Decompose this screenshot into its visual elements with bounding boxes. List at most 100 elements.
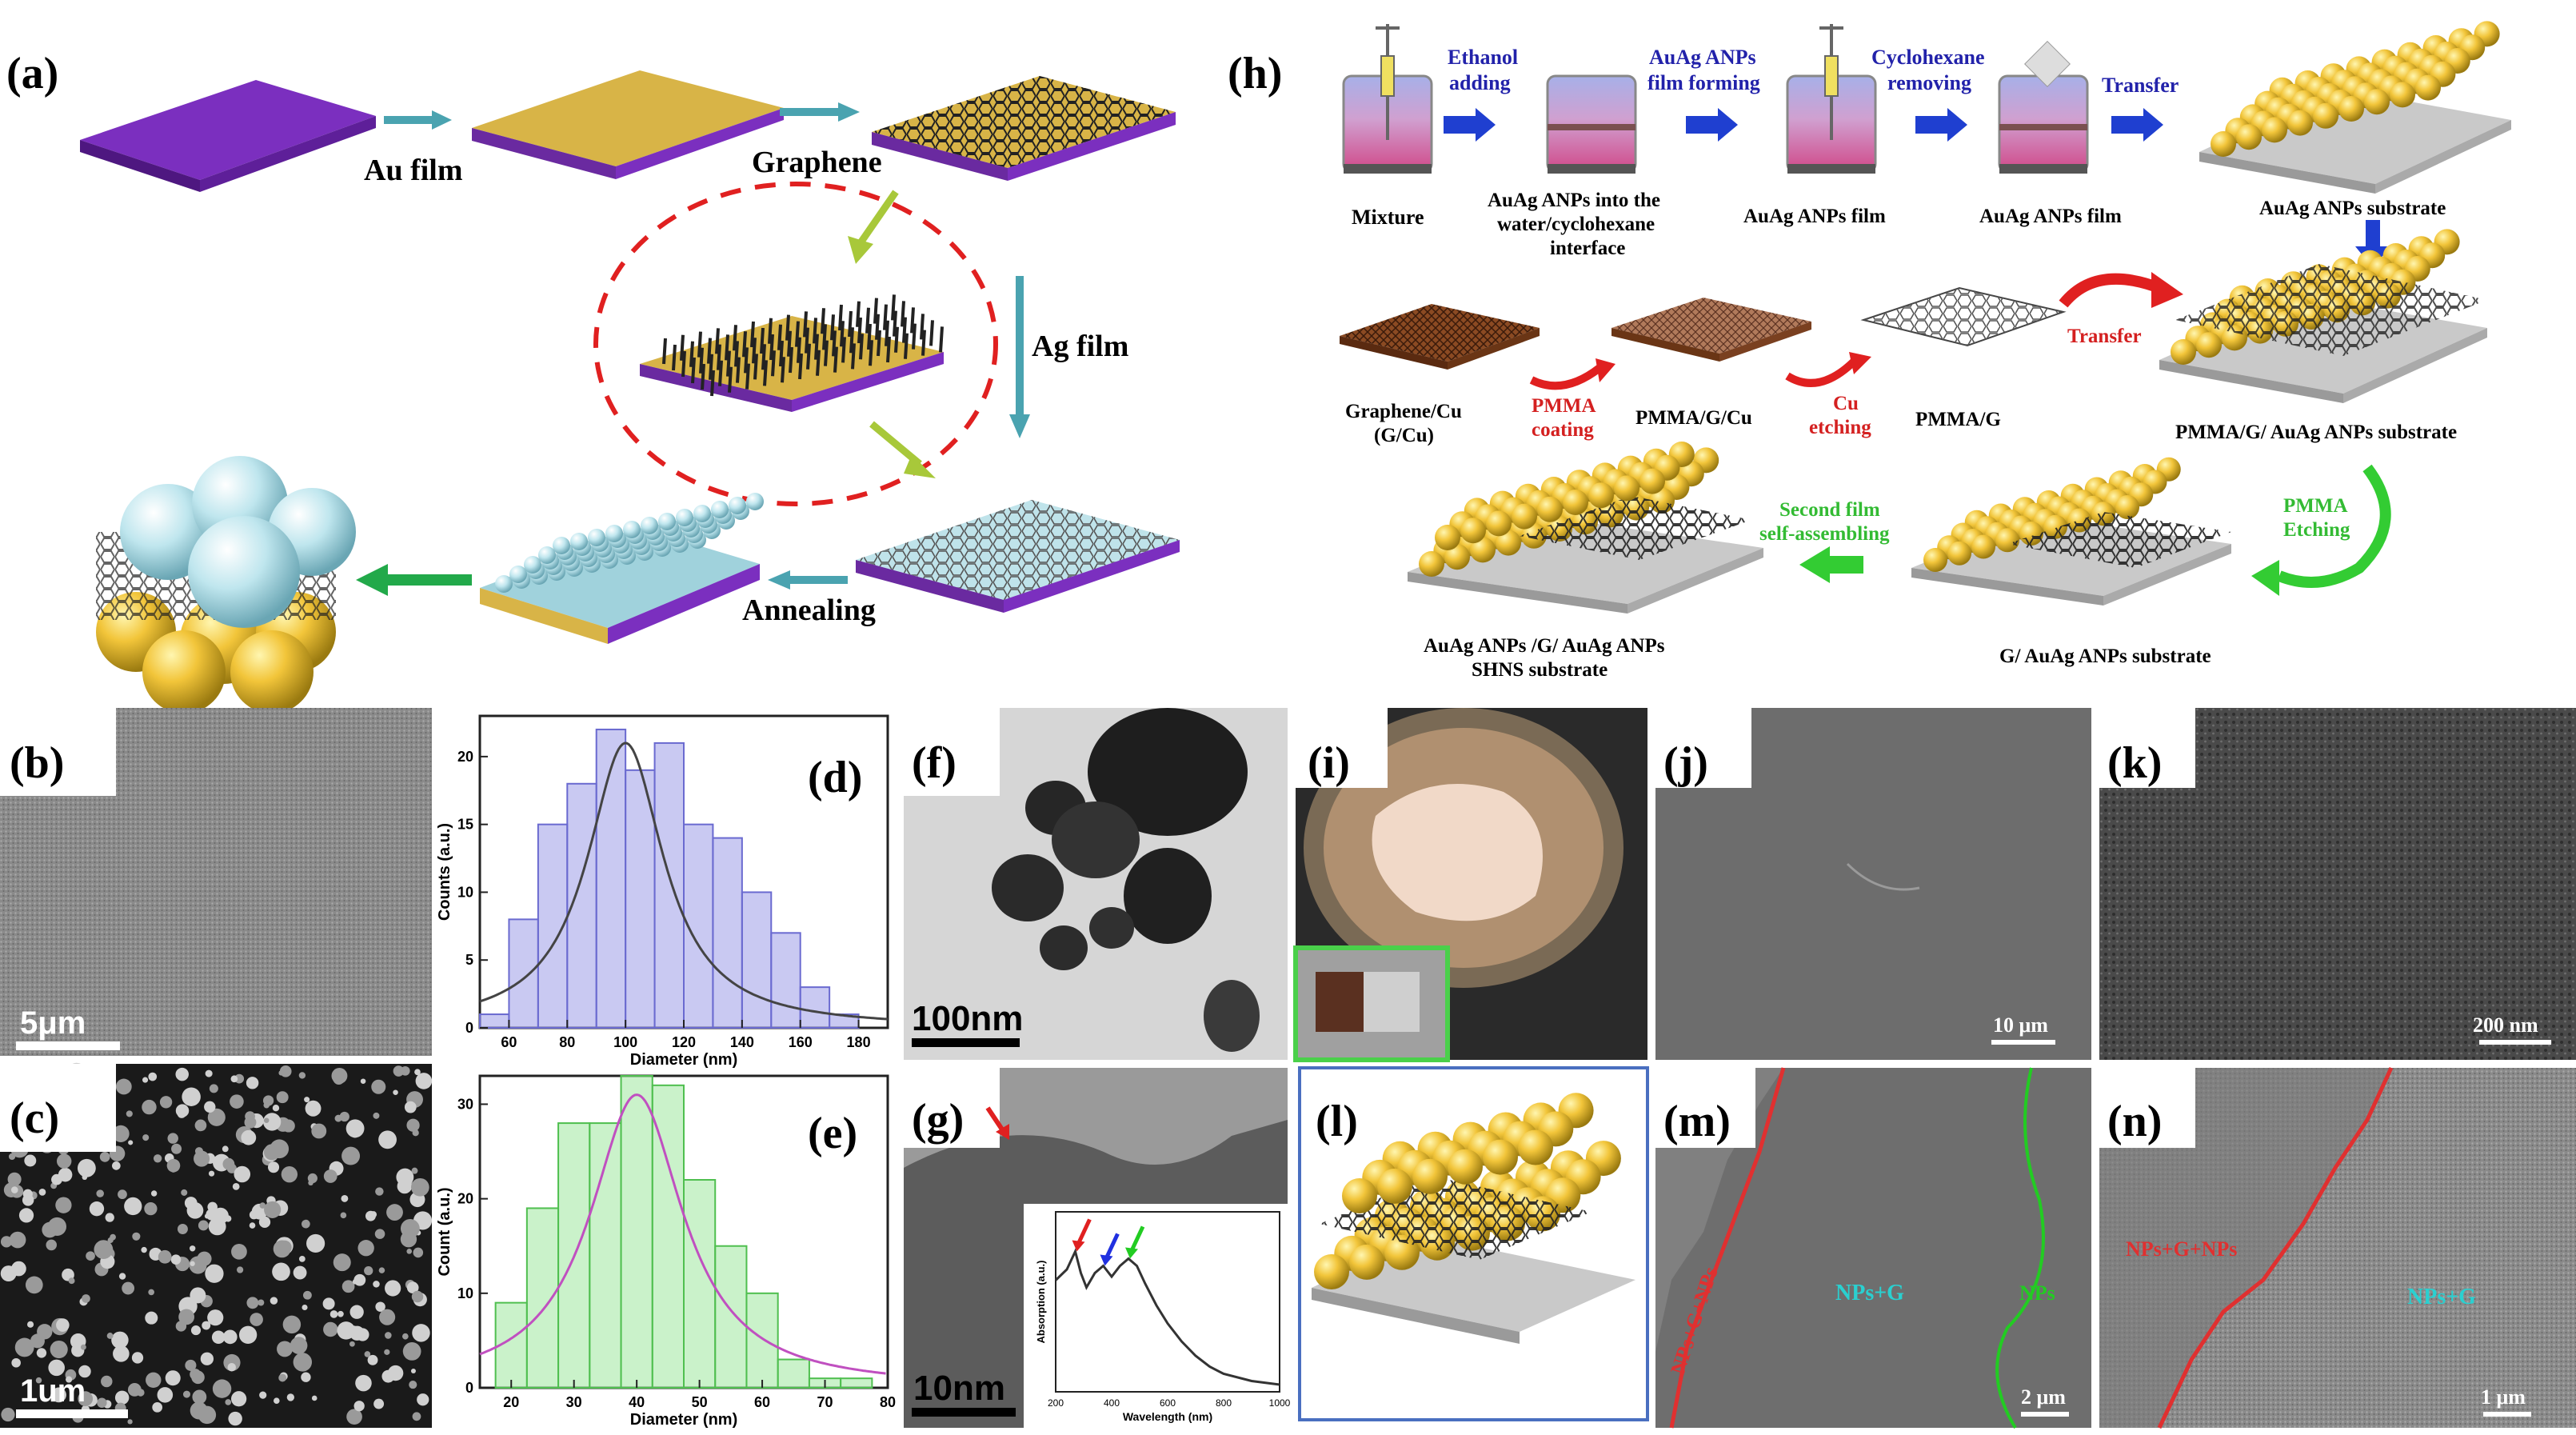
nanoparticle-dot xyxy=(190,1261,195,1266)
nanoparticle-dot xyxy=(378,1130,397,1149)
panel-i: (i) xyxy=(1293,708,1647,1062)
nanoparticle-dot xyxy=(178,1309,195,1325)
nanoparticle-dot xyxy=(378,1267,385,1273)
auag-nanoparticle xyxy=(2338,96,2364,122)
anps-substrate-1 xyxy=(2199,21,2511,194)
y-tick-label: 10 xyxy=(457,1285,473,1301)
histogram-e: 20 30 40 50 60 70 80 0 10 20 30 Diameter (nm) Count … xyxy=(436,1074,896,1429)
nanoparticle-dot xyxy=(263,1117,270,1123)
nanoparticle-dot xyxy=(182,1390,190,1398)
graphene-spike xyxy=(662,338,667,365)
auag-nanoparticle xyxy=(1483,1139,1518,1175)
nanoparticle-dot xyxy=(0,1236,13,1248)
nanoparticle-dot xyxy=(14,1337,34,1357)
nanoparticle-dot xyxy=(393,1065,405,1077)
nanoparticle-dot xyxy=(209,1084,218,1093)
nanoparticle-dot xyxy=(152,1401,163,1413)
nanoparticle-dot xyxy=(1,1407,15,1422)
graphene-spike xyxy=(798,353,803,380)
auag-nanoparticle xyxy=(1412,1158,1448,1194)
nanoparticle-dot xyxy=(293,1353,313,1372)
graphene-spike xyxy=(680,334,685,361)
nanoparticle-dot xyxy=(246,1297,259,1309)
nanoparticle-dot xyxy=(192,1389,207,1405)
graphene-spike xyxy=(838,304,843,331)
histogram-bar xyxy=(712,837,743,1029)
nanoparticle-dot xyxy=(230,1075,238,1083)
histogram-bar xyxy=(745,1292,779,1389)
auag-nanoparticle xyxy=(1349,1244,1384,1280)
histogram-bar xyxy=(770,932,801,1029)
nanoparticle-dot xyxy=(190,1325,202,1336)
nanoparticle-dot xyxy=(82,1294,90,1303)
graphene-spike xyxy=(734,341,739,367)
graphene-spike xyxy=(736,357,741,383)
nanoparticle-dot xyxy=(99,1152,110,1162)
nanoparticle-dot xyxy=(412,1412,421,1421)
nanoparticle-dot xyxy=(132,1232,141,1241)
arrow-cu-etching xyxy=(1785,357,1859,387)
x-tick-label: 800 xyxy=(1216,1397,1232,1409)
pmma-g-anps-substrate xyxy=(2159,229,2487,403)
graphene-spike xyxy=(718,360,723,386)
nanoparticle-dot xyxy=(349,1305,364,1319)
nanoparticle-dot xyxy=(290,1337,308,1354)
nanoparticle-dot xyxy=(80,1344,86,1350)
nanoparticle-dot xyxy=(230,1094,244,1109)
graphene-spike xyxy=(779,340,784,367)
panel-k: (k) 200 nm xyxy=(2099,708,2576,1060)
ag-nanoparticle xyxy=(711,501,729,518)
x-tick-label: 40 xyxy=(629,1394,645,1410)
graphene-spike xyxy=(833,346,838,373)
nanoparticle-dot xyxy=(142,1099,157,1115)
nanoparticle-dot xyxy=(249,1222,256,1229)
graphene-spike-substrate xyxy=(640,294,944,412)
auag-nanoparticle xyxy=(1460,518,1486,544)
nanoparticle-dot xyxy=(369,1211,377,1218)
histogram-bar xyxy=(620,1075,653,1389)
auag-nanoparticle xyxy=(2115,495,2139,519)
nanoparticle-dot xyxy=(406,1118,420,1132)
nanoparticle-dot xyxy=(38,1188,46,1196)
graphene-spike xyxy=(717,344,721,370)
graphene-spike xyxy=(789,346,793,374)
nanoparticle-dot xyxy=(50,1340,68,1359)
nanoparticle-array xyxy=(2211,21,2500,157)
syringe-barrel xyxy=(1380,55,1395,97)
auag-nanoparticle xyxy=(1444,544,1470,570)
graphene-spike xyxy=(939,326,944,353)
scale-label-c: 1um xyxy=(20,1373,86,1409)
x-tick-label: 180 xyxy=(847,1034,871,1050)
beaker xyxy=(1342,24,1433,174)
histogram-bar xyxy=(653,741,685,1029)
scale-label-g: 10nm xyxy=(913,1369,1005,1408)
graphene-spike xyxy=(849,327,854,354)
peak-arrow xyxy=(1104,1233,1120,1259)
nanoparticle-dot xyxy=(281,1165,298,1183)
graphene-spike xyxy=(681,350,686,378)
nanoparticle-dot xyxy=(124,1197,142,1216)
graphene-spike xyxy=(822,324,827,350)
nanoparticle-dot xyxy=(198,1220,209,1231)
y-axis-label: Counts (a.u.) xyxy=(436,823,453,921)
graphene-spike xyxy=(785,314,790,341)
panel-label-g: (g) xyxy=(912,1095,964,1145)
graphene-spike xyxy=(894,326,899,353)
nanoparticle-dot xyxy=(227,1362,237,1372)
shns-substrate xyxy=(1408,442,1763,614)
label-ag-film: Ag film xyxy=(1032,330,1128,363)
graphene-spike xyxy=(805,327,809,354)
y-tick-label: 30 xyxy=(457,1096,473,1112)
nanoparticle-dot xyxy=(9,1231,26,1249)
arrow-pmma-etching xyxy=(2277,464,2391,588)
graphene-spike xyxy=(710,370,715,397)
x-tick-label: 60 xyxy=(501,1034,517,1050)
nanoparticle-dot xyxy=(374,1229,385,1239)
scale-label-b: 5μm xyxy=(20,1005,86,1041)
histogram-bar xyxy=(799,986,831,1029)
nanoparticle-dot xyxy=(189,1245,196,1252)
scale-bar-g xyxy=(912,1408,1016,1417)
nanoparticle-dot xyxy=(211,1330,226,1345)
auag-nanoparticle xyxy=(1639,468,1665,494)
nanoparticle-dot xyxy=(259,1391,267,1399)
